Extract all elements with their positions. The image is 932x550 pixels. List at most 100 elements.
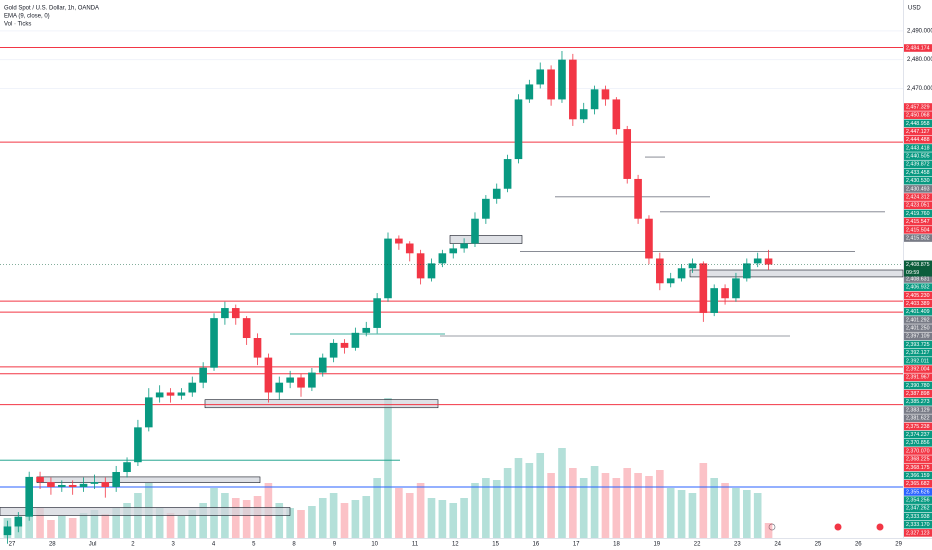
candle-body [275, 382, 284, 393]
price-label-box [904, 152, 932, 160]
candle-body [569, 59, 577, 120]
volume-bar [645, 476, 653, 538]
candle-body [308, 372, 316, 388]
candle-body [101, 482, 110, 487]
price-label-box [904, 275, 932, 283]
icon [768, 523, 776, 531]
volume-bar [558, 448, 566, 538]
volume-bar [536, 453, 545, 538]
price-label: 2,430.493 [906, 186, 930, 192]
candle-body [579, 109, 588, 120]
x-tick-label: 22 [694, 542, 701, 548]
candle-body [177, 392, 186, 396]
volume-bar [101, 514, 110, 538]
candle-body [634, 178, 642, 219]
candle-body [721, 288, 729, 299]
price-label-box [904, 283, 932, 291]
volume-bar [416, 483, 425, 538]
candle-body [536, 69, 545, 85]
price-label-box [904, 430, 932, 439]
price-label-box [904, 299, 932, 308]
x-tick-label: 5 [252, 542, 256, 548]
candle-body [438, 253, 447, 264]
price-label-box [904, 373, 932, 382]
price-label-box [904, 160, 932, 169]
x-tick-label: 11 [412, 542, 419, 548]
volume-bar [623, 468, 632, 538]
volume-bar [721, 483, 729, 538]
price-label-box [904, 324, 932, 332]
chart-title: Gold Spot / U.S. Dollar, 1h, OANDA [4, 6, 99, 12]
price-label: 2,424.312 [906, 194, 930, 200]
candle-body [286, 377, 294, 383]
zone-box [689, 269, 904, 278]
price-label-box [904, 398, 932, 406]
x-tick-label: Jul [89, 542, 97, 548]
price-label-box [904, 332, 932, 341]
price-label: 2,447.127 [906, 129, 930, 135]
price-label: 2,401.292 [906, 317, 930, 323]
volume-bar [166, 513, 175, 538]
price-label: 2,444.488 [906, 137, 930, 143]
price-label: 2,415.547 [906, 219, 930, 225]
candle-body [460, 243, 468, 249]
volume-bar [373, 478, 381, 538]
y-tick-label: 2,470.000 [907, 86, 932, 92]
candle-body [405, 243, 414, 254]
price-label: 2,408.631 [906, 276, 930, 282]
candle-body [645, 218, 653, 259]
candle-body [90, 482, 99, 484]
price-label-box [904, 414, 932, 423]
volume-bar [351, 500, 360, 538]
price-label: 2,374.237 [906, 432, 930, 438]
price-label: 2,370.070 [906, 448, 930, 454]
candle-body [688, 263, 697, 269]
price-label: 2,375.238 [906, 424, 930, 430]
candle-body [764, 258, 773, 265]
price-label: 2,327.123 [906, 530, 930, 536]
candle-body [297, 377, 305, 388]
volume-bar [677, 490, 686, 538]
volume-bar [590, 466, 599, 538]
price-label-box [904, 455, 932, 463]
zone-box [204, 399, 439, 409]
candle-body [743, 263, 751, 279]
volume-bar [177, 516, 186, 538]
x-tick-label: 12 [452, 542, 459, 548]
candle-body [264, 357, 273, 393]
price-label: 2,457.329 [906, 104, 930, 110]
price-label-box [904, 422, 932, 431]
x-tick-label: 19 [653, 542, 660, 548]
volume-bar [612, 478, 621, 538]
candle-body [384, 238, 392, 299]
x-tick-label: 24 [774, 542, 781, 548]
volume-label: Vol · Ticks [4, 22, 31, 28]
x-tick-label: 23 [734, 542, 741, 548]
price-label: 2,365.682 [906, 481, 930, 487]
candle-body [416, 253, 425, 279]
price-label-box [904, 127, 932, 136]
price-label-box [904, 135, 932, 144]
price-label-box [904, 357, 932, 365]
volume-bar [732, 488, 740, 538]
volume-bar [36, 508, 44, 538]
candle-body [732, 278, 740, 299]
candle-body [134, 427, 142, 463]
candle-body [231, 308, 240, 319]
price-label-box [904, 389, 932, 398]
candle-body [155, 392, 164, 398]
price-label: 2,392.004 [906, 366, 930, 372]
candle-body [395, 238, 403, 244]
price-label: 2,405.230 [906, 293, 930, 299]
price-label: 2,397.109 [906, 334, 930, 340]
candle-body [199, 367, 207, 383]
volume-bar [569, 468, 577, 538]
price-label-box [904, 176, 932, 185]
price-label: 2,333.170 [906, 522, 930, 528]
volume-bar [188, 510, 197, 538]
volume-bar [395, 488, 403, 538]
price-label: 2,433.458 [906, 170, 930, 176]
candle-body [57, 484, 66, 487]
zone-box [0, 507, 291, 516]
